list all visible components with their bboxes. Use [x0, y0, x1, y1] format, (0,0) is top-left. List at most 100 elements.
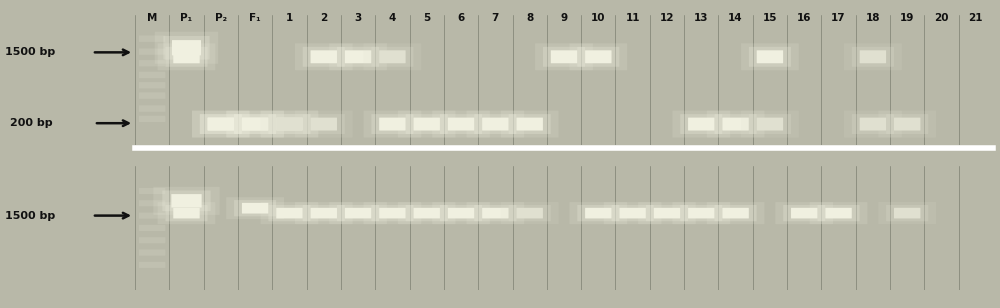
- FancyBboxPatch shape: [364, 43, 421, 70]
- Text: 11: 11: [625, 14, 640, 23]
- FancyBboxPatch shape: [585, 208, 612, 218]
- FancyBboxPatch shape: [680, 205, 722, 221]
- FancyBboxPatch shape: [577, 205, 619, 221]
- FancyBboxPatch shape: [295, 43, 353, 70]
- FancyBboxPatch shape: [886, 205, 928, 221]
- FancyBboxPatch shape: [379, 208, 406, 218]
- FancyBboxPatch shape: [474, 205, 516, 221]
- FancyBboxPatch shape: [757, 118, 783, 131]
- FancyBboxPatch shape: [192, 111, 250, 137]
- FancyBboxPatch shape: [158, 202, 215, 224]
- FancyBboxPatch shape: [482, 208, 509, 218]
- Text: 8: 8: [526, 14, 533, 23]
- FancyBboxPatch shape: [741, 43, 799, 70]
- FancyBboxPatch shape: [612, 205, 654, 221]
- FancyBboxPatch shape: [432, 202, 490, 224]
- FancyBboxPatch shape: [810, 202, 867, 224]
- Text: 21: 21: [969, 14, 983, 23]
- FancyBboxPatch shape: [379, 50, 406, 63]
- FancyBboxPatch shape: [276, 118, 303, 131]
- FancyBboxPatch shape: [163, 36, 210, 59]
- FancyBboxPatch shape: [234, 114, 276, 134]
- Text: 20: 20: [934, 14, 949, 23]
- FancyBboxPatch shape: [311, 118, 337, 131]
- FancyBboxPatch shape: [414, 208, 440, 218]
- FancyBboxPatch shape: [543, 47, 585, 67]
- FancyBboxPatch shape: [886, 114, 928, 134]
- Text: 1: 1: [286, 14, 293, 23]
- FancyBboxPatch shape: [173, 50, 200, 63]
- FancyBboxPatch shape: [791, 208, 817, 218]
- FancyBboxPatch shape: [585, 50, 612, 63]
- FancyBboxPatch shape: [860, 118, 886, 131]
- Text: 5: 5: [423, 14, 430, 23]
- FancyBboxPatch shape: [345, 50, 371, 63]
- FancyBboxPatch shape: [139, 105, 165, 112]
- FancyBboxPatch shape: [852, 47, 894, 67]
- FancyBboxPatch shape: [783, 205, 825, 221]
- FancyBboxPatch shape: [329, 202, 387, 224]
- FancyBboxPatch shape: [672, 202, 730, 224]
- Text: 3: 3: [354, 14, 362, 23]
- FancyBboxPatch shape: [825, 208, 852, 218]
- Text: 15: 15: [763, 14, 777, 23]
- FancyBboxPatch shape: [432, 111, 490, 137]
- FancyBboxPatch shape: [139, 225, 165, 231]
- FancyBboxPatch shape: [516, 208, 543, 218]
- FancyBboxPatch shape: [226, 197, 284, 219]
- FancyBboxPatch shape: [139, 92, 165, 99]
- FancyBboxPatch shape: [646, 205, 688, 221]
- FancyBboxPatch shape: [878, 111, 936, 137]
- FancyBboxPatch shape: [535, 43, 593, 70]
- FancyBboxPatch shape: [234, 114, 276, 134]
- FancyBboxPatch shape: [155, 32, 218, 64]
- FancyBboxPatch shape: [844, 111, 902, 137]
- FancyBboxPatch shape: [860, 50, 886, 63]
- FancyBboxPatch shape: [414, 118, 440, 131]
- FancyBboxPatch shape: [337, 205, 379, 221]
- FancyBboxPatch shape: [844, 43, 902, 70]
- Text: 9: 9: [560, 14, 568, 23]
- FancyBboxPatch shape: [226, 111, 284, 137]
- Text: 200 bp: 200 bp: [10, 118, 53, 128]
- FancyBboxPatch shape: [672, 111, 730, 137]
- FancyBboxPatch shape: [775, 202, 833, 224]
- FancyBboxPatch shape: [749, 114, 791, 134]
- FancyBboxPatch shape: [139, 200, 165, 206]
- FancyBboxPatch shape: [482, 118, 509, 131]
- Text: 7: 7: [492, 14, 499, 23]
- FancyBboxPatch shape: [208, 118, 234, 131]
- FancyBboxPatch shape: [139, 213, 165, 219]
- FancyBboxPatch shape: [276, 208, 303, 218]
- FancyBboxPatch shape: [261, 111, 318, 137]
- FancyBboxPatch shape: [722, 208, 749, 218]
- FancyBboxPatch shape: [577, 47, 619, 67]
- FancyBboxPatch shape: [638, 202, 696, 224]
- FancyBboxPatch shape: [501, 111, 559, 137]
- FancyBboxPatch shape: [268, 114, 310, 134]
- FancyBboxPatch shape: [818, 205, 860, 221]
- FancyBboxPatch shape: [139, 72, 165, 78]
- Text: 1500 bp: 1500 bp: [5, 211, 55, 221]
- FancyBboxPatch shape: [509, 205, 551, 221]
- Text: F₁: F₁: [249, 14, 261, 23]
- Text: 10: 10: [591, 14, 606, 23]
- FancyBboxPatch shape: [516, 118, 543, 131]
- FancyBboxPatch shape: [173, 208, 200, 218]
- FancyBboxPatch shape: [337, 47, 379, 67]
- FancyBboxPatch shape: [364, 111, 421, 137]
- FancyBboxPatch shape: [466, 202, 524, 224]
- FancyBboxPatch shape: [371, 47, 413, 67]
- FancyBboxPatch shape: [162, 190, 211, 211]
- FancyBboxPatch shape: [295, 202, 353, 224]
- FancyBboxPatch shape: [448, 208, 474, 218]
- Text: 2: 2: [320, 14, 327, 23]
- FancyBboxPatch shape: [474, 114, 516, 134]
- Text: 19: 19: [900, 14, 914, 23]
- FancyBboxPatch shape: [371, 205, 413, 221]
- FancyBboxPatch shape: [158, 43, 215, 70]
- FancyBboxPatch shape: [619, 208, 646, 218]
- FancyBboxPatch shape: [139, 35, 165, 42]
- FancyBboxPatch shape: [509, 114, 551, 134]
- FancyBboxPatch shape: [749, 47, 791, 67]
